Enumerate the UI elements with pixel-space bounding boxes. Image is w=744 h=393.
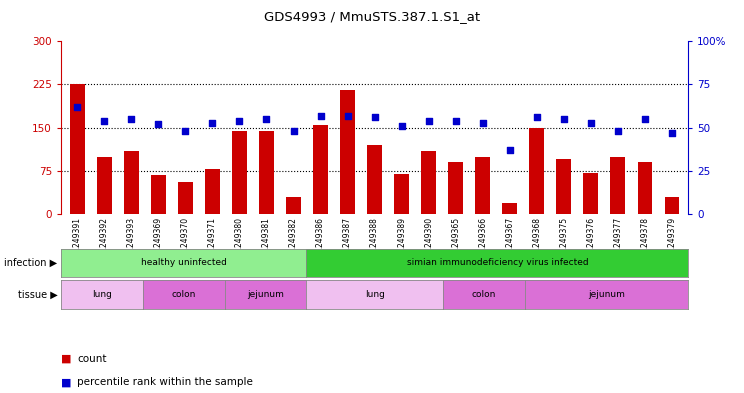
Bar xyxy=(530,128,545,214)
Text: count: count xyxy=(77,354,107,364)
Bar xyxy=(178,182,193,214)
Bar xyxy=(286,197,301,214)
Point xyxy=(260,116,272,122)
Point xyxy=(477,119,489,126)
Point xyxy=(504,147,516,153)
Text: jejunum: jejunum xyxy=(588,290,625,299)
Bar xyxy=(449,162,464,214)
Text: jejunum: jejunum xyxy=(247,290,284,299)
Point xyxy=(558,116,570,122)
Point xyxy=(125,116,137,122)
Bar xyxy=(97,156,112,214)
Text: ■: ■ xyxy=(61,354,71,364)
Bar xyxy=(340,90,355,214)
Point xyxy=(315,112,327,119)
Point xyxy=(206,119,218,126)
Text: colon: colon xyxy=(172,290,196,299)
Bar xyxy=(502,203,517,214)
Point xyxy=(666,130,678,136)
Text: GDS4993 / MmuSTS.387.1.S1_at: GDS4993 / MmuSTS.387.1.S1_at xyxy=(264,10,480,23)
Point xyxy=(341,112,353,119)
Bar xyxy=(394,174,409,214)
Bar xyxy=(313,125,328,214)
Bar xyxy=(475,156,490,214)
Bar xyxy=(205,169,219,214)
Text: ■: ■ xyxy=(61,377,71,387)
Bar xyxy=(151,175,166,214)
Text: percentile rank within the sample: percentile rank within the sample xyxy=(77,377,253,387)
Bar xyxy=(368,145,382,214)
Bar xyxy=(557,160,571,214)
Text: infection ▶: infection ▶ xyxy=(4,258,57,268)
Bar xyxy=(259,130,274,214)
Point xyxy=(287,128,299,134)
Text: healthy uninfected: healthy uninfected xyxy=(141,259,227,267)
Text: colon: colon xyxy=(472,290,496,299)
Point xyxy=(98,118,110,124)
Point xyxy=(423,118,434,124)
Bar xyxy=(664,197,679,214)
Bar xyxy=(638,162,652,214)
Point xyxy=(396,123,408,129)
Text: tissue ▶: tissue ▶ xyxy=(18,289,57,299)
Point xyxy=(585,119,597,126)
Point xyxy=(179,128,191,134)
Bar xyxy=(583,173,598,214)
Point xyxy=(234,118,246,124)
Bar xyxy=(611,156,626,214)
Point xyxy=(612,128,624,134)
Text: simian immunodeficiency virus infected: simian immunodeficiency virus infected xyxy=(406,259,588,267)
Point xyxy=(639,116,651,122)
Point xyxy=(71,104,83,110)
Bar xyxy=(232,130,247,214)
Bar xyxy=(124,151,138,214)
Point xyxy=(153,121,164,127)
Point xyxy=(368,114,380,121)
Text: lung: lung xyxy=(365,290,385,299)
Point xyxy=(531,114,543,121)
Bar xyxy=(421,151,436,214)
Point xyxy=(450,118,462,124)
Bar xyxy=(70,84,85,214)
Text: lung: lung xyxy=(92,290,112,299)
